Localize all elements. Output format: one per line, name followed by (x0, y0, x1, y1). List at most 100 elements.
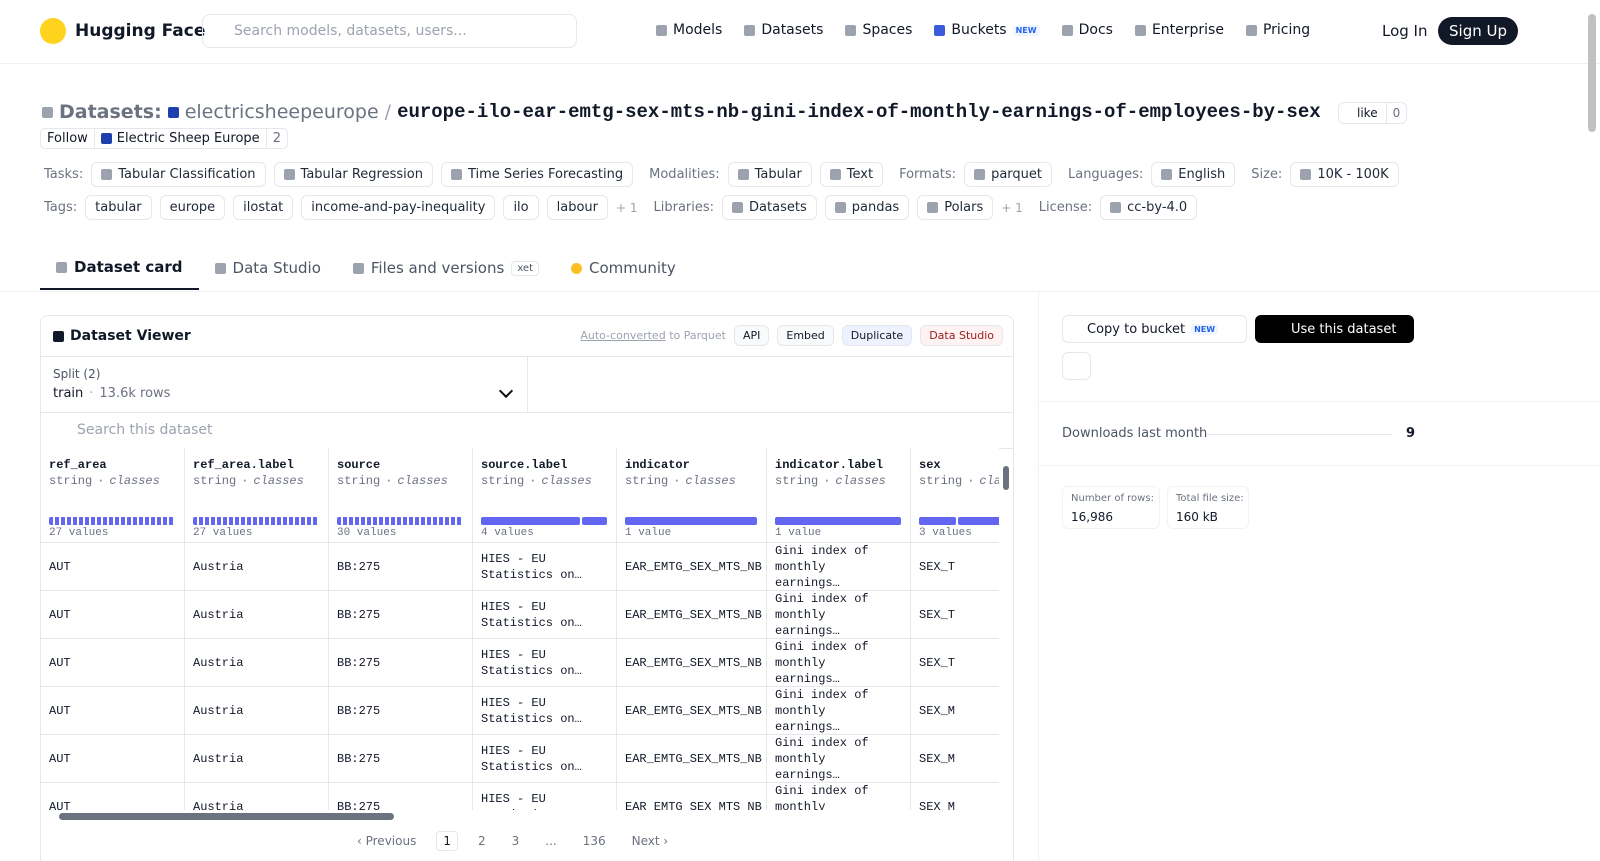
page-link[interactable]: 3 (511, 834, 520, 848)
login[interactable]: Log In (1382, 22, 1428, 40)
tab[interactable]: Community (555, 256, 692, 290)
tab[interactable]: Data Studio (199, 256, 337, 290)
meta-row: Tasks: Tabular Classification Tabular Regr… (44, 162, 1399, 187)
meta-chip[interactable]: ilostat (233, 195, 294, 220)
meta-chip[interactable]: Text (819, 162, 884, 187)
meta-chip[interactable]: tabular (85, 195, 152, 220)
cell-text: Austria (193, 559, 244, 574)
histogram-bar (193, 517, 319, 525)
table-cell: HIES - EU Statistics on… (473, 783, 617, 810)
meta-chip[interactable]: cc-by-4.0 (1100, 195, 1198, 220)
cell-text: SEX_T (919, 607, 956, 622)
meta-chip[interactable]: Polars (917, 195, 994, 220)
chip-label: ilostat (243, 200, 284, 215)
use-button[interactable]: Use this dataset (1255, 315, 1414, 343)
column-histogram (919, 517, 999, 525)
meta-chip[interactable]: Tabular Regression (273, 162, 433, 187)
like-button[interactable]: like 0 (1338, 102, 1408, 124)
meta-chip[interactable]: income-and-pay-inequality (301, 195, 496, 220)
meta-chip[interactable]: parquet (964, 162, 1052, 187)
search-box[interactable]: Search models, datasets, users... (202, 14, 577, 48)
nav-item[interactable]: Models (656, 22, 722, 38)
cell-text: HIES - EU Statistics on… (481, 743, 582, 774)
page-link[interactable]: ... (545, 834, 557, 848)
table-cell: AUT (41, 591, 185, 639)
nav-label: Datasets (761, 22, 824, 38)
auto-converted: Auto-converted to Parquet (580, 329, 726, 342)
copy-button[interactable]: Copy to bucket NEW (1062, 315, 1247, 343)
nav-item[interactable]: Spaces (845, 22, 912, 38)
viewer-title: Dataset Viewer (53, 328, 191, 344)
table-cell: Gini index of monthly earnings… (767, 543, 911, 591)
table-cell: Austria (185, 735, 329, 783)
meta-chip[interactable]: Time Series Forecasting (440, 162, 634, 187)
column-type: string · classes (481, 474, 592, 488)
viewer-button[interactable]: Duplicate (841, 325, 913, 346)
cell-text: HIES - EU Statistics on… (481, 599, 582, 630)
meta-more: + 1 (1001, 200, 1023, 215)
split-divider (527, 357, 528, 412)
stat-box: Number of rows: 16,986 (1062, 486, 1160, 529)
cell-text: Gini index of monthly earnings… (775, 735, 869, 782)
table-cell: EAR_EMTG_SEX_MTS_NB (617, 591, 767, 639)
column-type: string · classes (625, 474, 736, 488)
table-cell: AUT (41, 543, 185, 591)
nav-label: Enterprise (1151, 22, 1224, 38)
cell-text: AUT (49, 703, 71, 718)
more-button[interactable] (1062, 352, 1091, 380)
page-link[interactable]: 2 (477, 834, 486, 848)
cell-text: EAR_EMTG_SEX_MTS_NB (625, 607, 762, 622)
signup[interactable]: Sign Up (1438, 17, 1518, 45)
cell-text: Austria (193, 799, 244, 811)
cell-text: Gini index of monthly earnings… (775, 543, 869, 590)
meta-chip[interactable]: Datasets (722, 195, 817, 220)
cell-text: BB:275 (337, 799, 381, 811)
meta-chip[interactable]: labour (546, 195, 608, 220)
table-cell: EAR_EMTG_SEX_MTS_NB (617, 543, 767, 591)
nav-item[interactable]: Buckets NEW (934, 22, 1040, 38)
viewer-button[interactable]: API (733, 325, 770, 346)
meta-chip[interactable]: Tabular Classification (91, 162, 266, 187)
viewer-button[interactable]: Embed (777, 325, 834, 346)
column-kind: classes (253, 474, 304, 488)
viewer-button[interactable]: Data Studio (920, 325, 1003, 346)
chip-icon (1161, 169, 1173, 180)
tab[interactable]: Dataset card (40, 256, 199, 290)
repo-owner[interactable]: electricsheepeurope (184, 101, 379, 123)
nav-item[interactable]: Datasets (744, 22, 823, 38)
cell-text: HIES - EU Statistics on… (481, 647, 582, 678)
cell-text: EAR_EMTG_SEX_MTS_NB (625, 703, 762, 718)
tab-label: Community (589, 259, 676, 277)
nav-item[interactable]: Docs (1061, 22, 1113, 38)
auto-link[interactable]: Auto-converted (580, 329, 666, 342)
cell-text: AUT (49, 607, 71, 622)
tab[interactable]: Files and versions xet (337, 256, 555, 290)
split-select[interactable]: train · 13.6k rows (53, 386, 170, 401)
chip-label: cc-by-4.0 (1127, 200, 1188, 215)
follow[interactable]: Follow Electric Sheep Europe 2 (40, 128, 288, 149)
page-link[interactable]: 1 (436, 831, 458, 851)
nav-item[interactable]: Pricing (1245, 22, 1310, 38)
page-link[interactable]: ‹ Previous (357, 834, 417, 848)
meta-chip[interactable]: pandas (824, 195, 910, 220)
column-count: 3 values (919, 527, 972, 539)
page-link[interactable]: 136 (582, 834, 606, 848)
table-cell: Gini index of monthly earnings… (767, 783, 911, 810)
downloads-value: 9 (1406, 426, 1416, 441)
meta-chip[interactable]: europe (159, 195, 226, 220)
repo-icon (42, 106, 53, 118)
meta-chip[interactable]: English (1151, 162, 1236, 187)
cell-text: HIES - EU Statistics on… (481, 695, 582, 726)
nav-item[interactable]: Enterprise (1134, 22, 1224, 38)
table-cell: HIES - EU Statistics on… (473, 591, 617, 639)
tab-label: Data Studio (232, 259, 321, 277)
nav-icon (744, 24, 756, 36)
table-cell: AUT (41, 639, 185, 687)
column-header: ref_area.label string · classes 27 values (185, 448, 329, 543)
meta-chip[interactable]: ilo (503, 195, 539, 220)
dataset-search[interactable]: Search this dataset (77, 422, 213, 438)
meta-chip[interactable]: 10K - 100K (1290, 162, 1399, 187)
page-link[interactable]: Next › (631, 834, 669, 848)
meta-chip[interactable]: Tabular (727, 162, 812, 187)
